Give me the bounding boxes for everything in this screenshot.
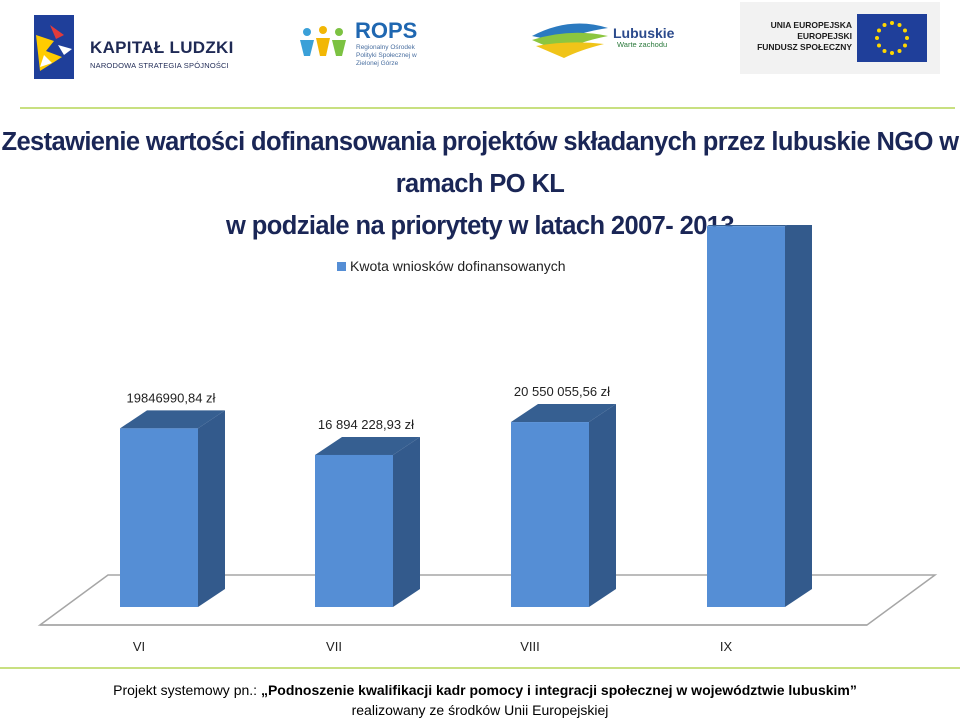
header-divider: [20, 107, 955, 109]
eu-line-2: EUROPEJSKI: [797, 31, 852, 41]
eu-star-icon: [902, 43, 907, 48]
lubuskie-subtitle: Warte zachodu: [617, 40, 668, 49]
data-label: 19846990,84 zł: [127, 390, 216, 405]
legend-label: Kwota wniosków dofinansowanych: [350, 258, 566, 274]
eu-text: UNIA EUROPEJSKA EUROPEJSKI FUNDUSZ SPOŁE…: [750, 20, 852, 53]
bar-top: [707, 225, 787, 227]
kapital-ludzki-title: KAPITAŁ LUDZKI: [90, 38, 234, 57]
bar-IX: [707, 225, 812, 607]
eu-star-icon: [882, 23, 887, 28]
footer: Projekt systemowy pn.: „Podnoszenie kwal…: [0, 680, 960, 720]
bar-front: [511, 422, 589, 607]
bar-side: [393, 436, 420, 607]
eu-star-icon: [890, 21, 894, 25]
lubuskie-logo: [532, 23, 608, 58]
kapital-ludzki-subtitle: NARODOWA STRATEGIA SPÓJNOŚCI: [90, 61, 229, 70]
footer-line-2: realizowany ze środków Unii Europejskiej: [351, 702, 609, 718]
page-title-line-1: Zestawienie wartości dofinansowania proj…: [1, 128, 959, 198]
rops-figures-logo: [300, 26, 346, 56]
bar-front: [707, 226, 785, 607]
footer-line-1: Projekt systemowy pn.: „Podnoszenie kwal…: [0, 680, 960, 700]
eu-star-icon: [875, 36, 879, 40]
bar-VI: [120, 410, 225, 607]
x-tick-label: VII: [326, 639, 342, 654]
bar-front: [315, 454, 393, 607]
footer-divider: [0, 667, 960, 669]
eu-star-icon: [905, 36, 909, 40]
x-tick-label: VIII: [520, 639, 540, 654]
eu-star-icon: [882, 48, 887, 53]
eu-star-icon: [897, 48, 902, 53]
chart-legend: Kwota wniosków dofinansowanych: [337, 258, 566, 274]
bar-chart: Kwota wniosków dofinansowanych 19846990,…: [37, 225, 938, 654]
legend-swatch: [337, 262, 346, 271]
data-label: 16 894 228,93 zł: [318, 417, 414, 432]
eu-star-icon: [877, 28, 882, 33]
rops-subtitle: Regionalny Ośrodek Polityki Społecznej w…: [356, 44, 417, 67]
footer-project-name: „Podnoszenie kwalifikacji kadr pomocy i …: [260, 682, 857, 698]
bar-VIII: [511, 404, 616, 607]
x-tick-label: VI: [133, 639, 145, 654]
x-tick-label: IX: [720, 639, 733, 654]
bar-top: [120, 410, 225, 429]
kapital-ludzki-logo: [34, 15, 74, 79]
eu-line-3: FUNDUSZ SPOŁECZNY: [757, 42, 852, 52]
lubuskie-title: Lubuskie: [613, 25, 675, 41]
page-title: Zestawienie wartości dofinansowania proj…: [0, 121, 960, 247]
eu-star-icon: [890, 51, 894, 55]
logo-strip: KAPITAŁ LUDZKI NARODOWA STRATEGIA SPÓJNO…: [0, 0, 960, 100]
eu-star-icon: [902, 28, 907, 33]
bar-top: [511, 404, 616, 423]
data-label: 20 550 055,56 zł: [514, 384, 610, 399]
bar-top: [315, 436, 420, 455]
page-title-line-2: w podziale na priorytety w latach 2007- …: [226, 212, 735, 240]
kapital-ludzki-text: KAPITAŁ LUDZKI NARODOWA STRATEGIA SPÓJNO…: [90, 38, 234, 70]
footer-prefix: Projekt systemowy pn.:: [113, 682, 261, 698]
rops-title: ROPS: [355, 18, 418, 43]
eu-flag-icon: [857, 14, 927, 62]
bar-side: [785, 225, 812, 607]
bar-side: [589, 404, 616, 607]
eu-line-1: UNIA EUROPEJSKA: [770, 20, 852, 30]
bar-front: [120, 428, 198, 607]
eu-star-icon: [877, 43, 882, 48]
eu-star-icon: [897, 23, 902, 28]
bar-VII: [315, 436, 420, 607]
bar-side: [198, 410, 225, 607]
